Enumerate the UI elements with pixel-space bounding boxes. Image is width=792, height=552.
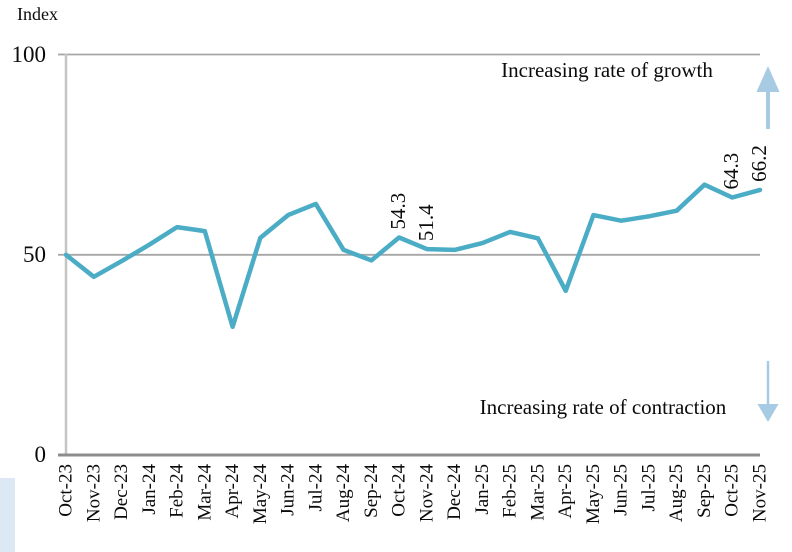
x-axis-label-jan-24: Jan-24 bbox=[139, 464, 160, 515]
x-axis-label-oct-24: Oct-24 bbox=[389, 464, 410, 517]
growth-annotation: Increasing rate of growth bbox=[501, 58, 713, 82]
down-arrow-icon bbox=[757, 404, 779, 422]
x-axis-label-sep-24: Sep-24 bbox=[361, 464, 382, 518]
contraction-annotation: Increasing rate of contraction bbox=[480, 395, 727, 419]
x-axis-label-oct-23: Oct-23 bbox=[56, 464, 77, 517]
x-axis-label-aug-25: Aug-25 bbox=[666, 464, 687, 522]
x-axis-label-aug-24: Aug-24 bbox=[333, 464, 354, 523]
data-series-line bbox=[63, 182, 763, 330]
x-axis-label-apr-25: Apr-25 bbox=[555, 464, 576, 519]
x-axis-label-dec-23: Dec-23 bbox=[111, 464, 132, 520]
x-axis-label-oct-25: Oct-25 bbox=[722, 464, 743, 517]
y-axis-title: Index bbox=[17, 4, 58, 24]
x-axis-label-jun-24: Jun-24 bbox=[278, 464, 299, 516]
x-axis-label-feb-25: Feb-25 bbox=[500, 464, 521, 518]
data-label-nov-24: 51.4 bbox=[414, 204, 438, 241]
corner-strip bbox=[0, 478, 15, 552]
x-axis-label-sep-25: Sep-25 bbox=[694, 464, 715, 518]
x-axis-label-nov-24: Nov-24 bbox=[416, 464, 437, 523]
x-axis-label-jan-25: Jan-25 bbox=[472, 464, 493, 515]
x-axis-label-jun-25: Jun-25 bbox=[611, 464, 632, 516]
x-axis-label-mar-24: Mar-24 bbox=[194, 464, 215, 521]
data-label-oct-24: 54.3 bbox=[386, 193, 410, 230]
x-axis-label-jul-25: Jul-25 bbox=[639, 464, 660, 512]
y-tick-label-50: 50 bbox=[23, 242, 46, 267]
x-axis-labels: Oct-23 Nov-23 Dec-23 Jan-24 Feb-24 Mar-24 Apr-… bbox=[56, 464, 771, 525]
x-axis-label-apr-24: Apr-24 bbox=[222, 464, 243, 519]
up-arrow-icon bbox=[756, 66, 780, 92]
data-label-nov-25: 66.2 bbox=[747, 145, 771, 182]
x-axis-label-may-24: May-24 bbox=[250, 464, 271, 525]
y-tick-label-100: 100 bbox=[12, 42, 47, 67]
x-axis-label-dec-24: Dec-24 bbox=[444, 464, 465, 520]
value-annotations: 54.3 51.4 64.3 66.2 bbox=[386, 145, 771, 241]
x-axis-label-nov-23: Nov-23 bbox=[83, 464, 104, 522]
y-tick-label-0: 0 bbox=[35, 442, 47, 467]
x-axis-label-may-25: May-25 bbox=[583, 464, 604, 524]
x-axis-label-feb-24: Feb-24 bbox=[167, 464, 188, 518]
x-axis-label-mar-25: Mar-25 bbox=[527, 464, 548, 521]
x-axis-label-jul-24: Jul-24 bbox=[305, 464, 326, 512]
data-label-oct-25: 64.3 bbox=[719, 153, 743, 190]
x-axis-label-nov-25: Nov-25 bbox=[750, 464, 771, 522]
